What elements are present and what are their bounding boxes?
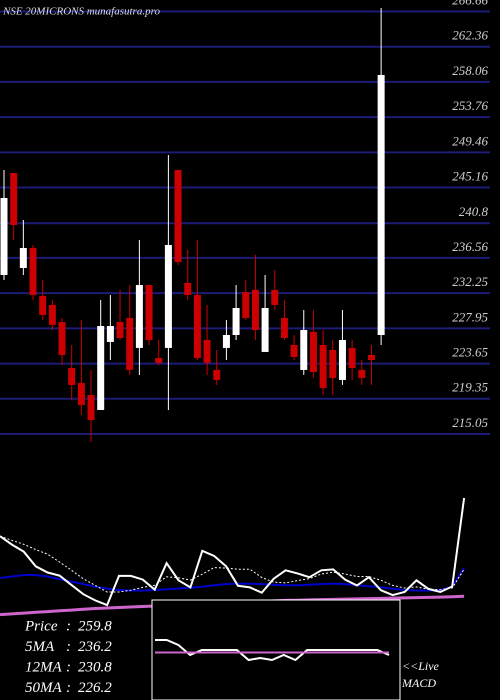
live-annotation: <<Live [402,659,440,673]
y-tick-label: 249.46 [452,133,488,148]
candle-body [338,339,346,380]
candle-body [329,349,337,378]
candle-body [193,294,201,358]
candle-body [97,325,105,410]
y-tick-label: 253.76 [452,98,488,113]
y-tick-label: 258.06 [452,63,488,78]
y-tick-label: 223.65 [452,345,488,360]
readout-name: 12MA [25,659,62,675]
candle-body [309,331,317,372]
candle-body [58,321,66,355]
candle-body [242,291,250,318]
candle-body [261,307,269,352]
readout-name: 50MA [25,680,62,696]
readout-separator: : [66,659,71,675]
candle-body [135,284,143,348]
y-tick-label: 262.36 [452,28,488,43]
candle-body [377,74,385,335]
candle-body [126,317,134,370]
candle-body [358,369,366,378]
indicator-line [0,535,465,593]
candle-body [300,330,308,370]
chart-title: NSE 20MICRONS munafasutra.pro [2,6,160,18]
candle-body [77,382,85,405]
y-tick-label: 236.56 [452,239,488,254]
candle-body [174,169,182,262]
candle-body [213,369,221,380]
candle-body [29,247,37,295]
candle-body [319,344,327,388]
candle-body [290,344,298,357]
candle-body [106,325,114,342]
candle-body [271,289,279,305]
candle-body [251,289,259,331]
readout-value: 230.8 [78,659,112,675]
macd-title: MACD [401,676,436,690]
candle-body [39,295,47,315]
candle-body [155,357,163,363]
readout-value: 236.2 [78,639,112,655]
candle-body [232,307,240,335]
readout-name: 5MA [25,639,55,655]
indicator-line [0,567,465,592]
candle-body [48,304,56,325]
candle-body [184,282,192,295]
candle-body [145,284,153,340]
indicator-line [0,497,466,607]
y-tick-label: 215.05 [452,415,488,430]
candle-body [280,317,288,338]
candle-body [222,334,230,348]
y-tick-label: 227.95 [452,309,488,324]
y-tick-label: 245.16 [452,168,488,183]
readout-separator: : [66,680,71,696]
y-tick-label: 266.66 [452,0,488,8]
candle-body [116,321,124,338]
candle-body [367,354,375,360]
y-tick-label: 219.35 [452,380,488,395]
candle-body [19,247,27,268]
y-tick-label: 240.8 [459,204,489,219]
candle-body [164,244,172,348]
readout-value: 259.8 [78,618,112,634]
y-tick-label: 232.25 [452,274,488,289]
candle-body [0,197,8,276]
candle-body [348,347,356,368]
readout-name: Price [24,618,58,634]
candle-body [68,367,76,385]
candle-body [87,394,95,420]
candle-body [203,339,211,363]
readout-separator: : [66,639,71,655]
readout-separator: : [66,618,71,634]
readout-value: 226.2 [78,680,112,696]
candle-body [10,173,18,225]
